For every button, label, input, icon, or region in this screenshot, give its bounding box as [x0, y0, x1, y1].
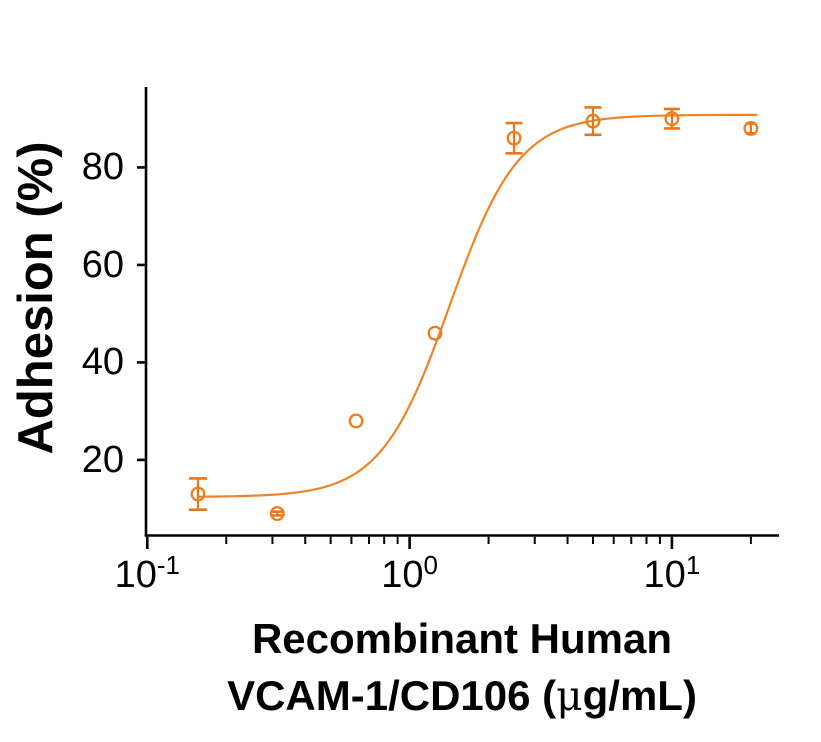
data-point-marker — [664, 111, 680, 127]
data-point-marker — [348, 413, 364, 429]
x-axis-title-line2-pre: VCAM-1/CD106 ( — [227, 672, 557, 719]
data-point-marker — [427, 325, 443, 341]
data-point-marker — [269, 506, 285, 522]
x-tick-label: 10-1 — [77, 550, 217, 600]
x-tick-label: 100 — [340, 550, 480, 600]
x-tick-exponent: -1 — [156, 550, 180, 580]
x-tick-label: 101 — [602, 550, 742, 600]
data-point-marker — [190, 486, 206, 502]
x-axis-title-line1: Recombinant Human — [251, 615, 673, 662]
x-tick-exponent: 1 — [685, 550, 701, 580]
x-tick-base: 10 — [114, 554, 157, 596]
x-tick-base: 10 — [381, 554, 424, 596]
x-axis-title-line2-post: g/mL) — [582, 672, 697, 719]
data-point-marker — [506, 130, 522, 146]
data-point-marker — [585, 113, 601, 129]
mu-symbol: μ — [556, 672, 583, 720]
y-tick-label: 20 — [81, 438, 124, 481]
x-axis-title: Recombinant Human VCAM-1/CD106 (μg/mL) — [101, 610, 821, 725]
x-axis-title-line2: VCAM-1/CD106 (μg/mL) — [101, 667, 821, 725]
x-tick-exponent: 0 — [423, 550, 438, 580]
y-tick-label: 40 — [81, 341, 124, 384]
data-point-marker — [743, 120, 759, 136]
y-axis-title: Adhesion (%) — [9, 141, 63, 455]
x-tick-base: 10 — [643, 554, 686, 596]
y-tick-label: 60 — [81, 243, 124, 286]
fit-curve — [196, 113, 758, 498]
y-tick-label: 80 — [81, 146, 124, 189]
